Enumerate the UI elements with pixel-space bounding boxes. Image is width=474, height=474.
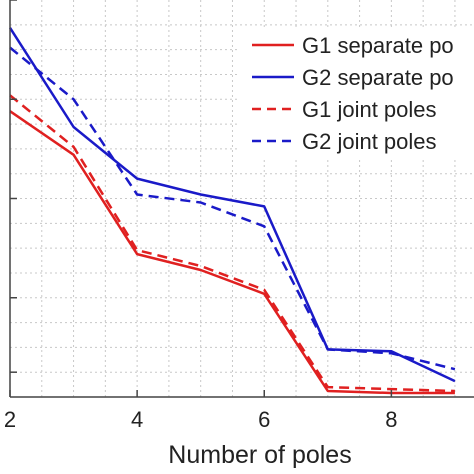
legend: G1 separate po G2 separate po G1 joint p… [238, 28, 474, 158]
legend-box [238, 28, 474, 158]
legend-label-g1-separate: G1 separate po [302, 33, 454, 58]
series-line-2 [8, 27, 456, 383]
series-line-1 [9, 110, 455, 395]
legend-label-g2-separate: G2 separate po [302, 65, 454, 90]
data-series [8, 27, 456, 395]
series-line-3 [9, 94, 455, 393]
legend-label-g1-joint: G1 joint poles [302, 97, 437, 122]
legend-label-g2-joint: G2 joint poles [302, 129, 437, 154]
series-line-4 [9, 46, 456, 371]
legend-entry-g2-joint: G2 joint poles [252, 129, 437, 154]
x-axis-ticks: 2 4 6 8 [4, 0, 397, 432]
x-tick-label: 4 [131, 407, 143, 432]
legend-entry-g2-separate: G2 separate po [252, 65, 454, 90]
x-tick-label: 8 [385, 407, 397, 432]
x-axis-title: Number of poles [168, 441, 351, 469]
legend-entry-g1-joint: G1 joint poles [252, 97, 437, 122]
x-tick-label: 2 [4, 407, 16, 432]
legend-entry-g1-separate: G1 separate po [252, 33, 454, 58]
x-tick-label: 6 [258, 407, 270, 432]
